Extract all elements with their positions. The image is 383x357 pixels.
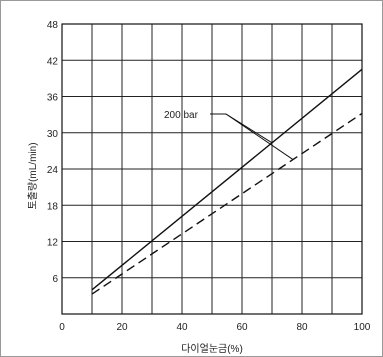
series-lines bbox=[91, 68, 363, 295]
x-tick-label: 100 bbox=[354, 322, 371, 333]
y-tick-label: 48 bbox=[47, 20, 59, 31]
x-tick-label: 60 bbox=[236, 322, 248, 333]
x-tick-label: 20 bbox=[116, 322, 128, 333]
y-axis-label: 토출량(mL/min) bbox=[27, 142, 39, 209]
y-tick-label: 24 bbox=[47, 165, 59, 176]
y-tick-label: 18 bbox=[47, 201, 59, 212]
x-tick-label: 0 bbox=[59, 322, 65, 333]
grid bbox=[61, 23, 363, 315]
y-tick-label: 42 bbox=[47, 56, 59, 67]
x-axis-label: 다이얼눈금(%) bbox=[181, 343, 243, 355]
tick-labels: 6 12 18 24 30 36 42 48 0 20 40 60 80 100 bbox=[47, 20, 371, 333]
x-tick-label: 40 bbox=[176, 322, 188, 333]
annotation-label: 200 bar bbox=[164, 110, 199, 121]
y-tick-label: 30 bbox=[47, 129, 59, 140]
plot-border bbox=[61, 23, 363, 315]
annotation-leader bbox=[225, 113, 294, 160]
y-tick-label: 36 bbox=[47, 93, 59, 104]
y-tick-label: 12 bbox=[47, 238, 59, 249]
annotation-leaders bbox=[210, 113, 294, 160]
y-tick-label: 6 bbox=[52, 274, 58, 285]
series-line-solid bbox=[91, 68, 363, 291]
x-tick-label: 80 bbox=[296, 322, 308, 333]
series-line-dashed bbox=[91, 112, 363, 295]
